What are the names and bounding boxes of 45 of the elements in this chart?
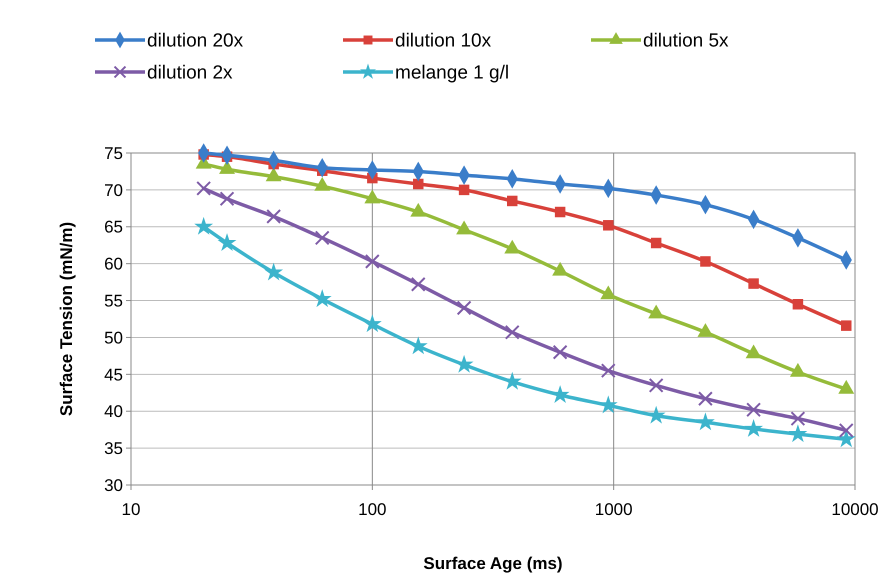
x-axis-title: Surface Age (ms) [423, 554, 563, 573]
point [264, 262, 284, 281]
point [413, 178, 424, 190]
y-axis-title: Surface Tension (mN/m) [57, 222, 76, 416]
point [410, 276, 426, 292]
y-tick-label: 65 [104, 218, 123, 237]
point [554, 206, 566, 218]
point [650, 238, 662, 248]
point [841, 320, 852, 331]
point [552, 344, 568, 360]
point [838, 422, 854, 438]
point [603, 220, 614, 231]
point [456, 300, 472, 316]
point [788, 424, 808, 442]
point [648, 378, 664, 393]
point [458, 184, 470, 196]
y-tick-label: 70 [104, 180, 123, 200]
y-tick-label: 60 [104, 254, 123, 274]
x-tick-label: 10000 [831, 500, 879, 519]
legend-label: dilution 20x [147, 30, 244, 52]
y-tick-label: 30 [104, 476, 123, 495]
point [600, 363, 616, 378]
y-tick-label: 35 [104, 439, 123, 458]
point [408, 336, 428, 354]
point [507, 196, 518, 206]
y-tick-label: 55 [104, 292, 123, 311]
point [792, 299, 804, 310]
point [220, 191, 234, 206]
y-tick-label: 50 [104, 328, 123, 348]
legend-label: dilution 10x [395, 30, 492, 52]
legend-label: melange 1 g/l [395, 62, 510, 84]
point [504, 324, 520, 340]
point [266, 209, 282, 224]
y-tick-label: 40 [104, 402, 123, 422]
point [218, 233, 236, 252]
point [790, 411, 806, 426]
x-tick-label: 1000 [594, 500, 633, 519]
point [312, 289, 332, 308]
x-tick-label: 10 [122, 500, 140, 519]
legend-label: dilution 5x [643, 30, 730, 52]
legend-label: dilution 2x [147, 62, 234, 84]
x-tick-label: 100 [358, 500, 387, 519]
y-tick-label: 75 [104, 144, 123, 163]
point [314, 230, 330, 246]
y-tick-label: 45 [104, 365, 123, 384]
